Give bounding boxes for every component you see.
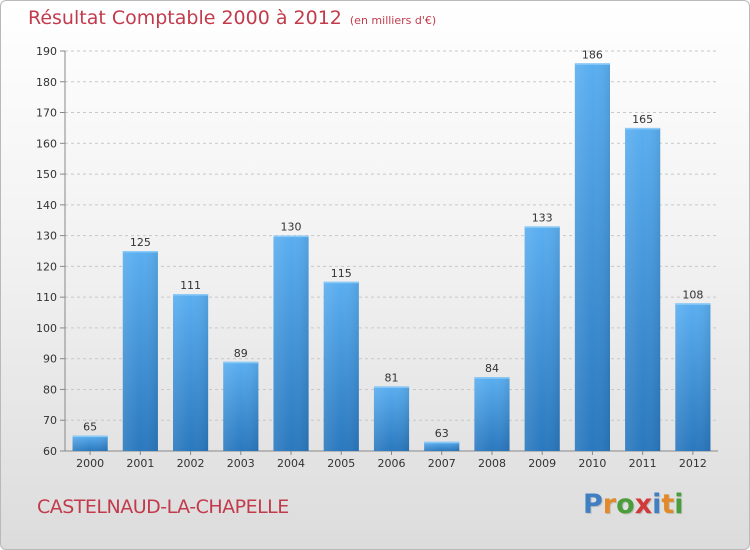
bar-2003 — [223, 361, 259, 451]
bar-top-edge — [223, 361, 259, 364]
data-label: 115 — [331, 267, 352, 280]
bar-shine — [323, 281, 359, 451]
data-label: 186 — [582, 48, 603, 61]
y-tick-label: 120 — [36, 260, 57, 273]
bar-2010 — [574, 63, 611, 452]
x-tick-label: 2000 — [76, 457, 104, 470]
data-label: 133 — [532, 211, 553, 224]
bar-2006 — [373, 386, 410, 451]
bar-top-edge — [273, 235, 309, 238]
bar-top-edge — [323, 281, 359, 284]
y-tick-label: 180 — [36, 76, 57, 89]
data-label: 65 — [83, 421, 97, 434]
chart-unit: (en milliers d'€) — [349, 14, 437, 27]
bar-shine — [273, 235, 309, 451]
bar-2007 — [424, 441, 460, 451]
x-tick-label: 2002 — [177, 457, 205, 470]
data-label: 125 — [130, 236, 151, 249]
y-tick-label: 190 — [36, 45, 57, 58]
data-label: 130 — [281, 221, 302, 234]
bar-shine — [424, 441, 460, 451]
title-block: Résultat Comptable 2000 à 2012 (en millie… — [28, 7, 436, 29]
data-label: 89 — [234, 347, 248, 360]
bar-top-edge — [373, 386, 410, 388]
data-label: 84 — [485, 362, 499, 375]
y-tick-label: 60 — [43, 445, 57, 458]
x-tick-label: 2006 — [378, 457, 406, 470]
bar-shine — [474, 377, 510, 451]
y-tick-label: 90 — [43, 353, 57, 366]
bar-top-edge — [524, 226, 560, 228]
bar-top-edge — [574, 63, 611, 65]
proxiti-logo: Proxiti — [583, 489, 684, 520]
y-tick-label: 140 — [36, 199, 57, 212]
bar-2005 — [323, 281, 359, 451]
y-tick-label: 110 — [36, 291, 57, 304]
bar-2012 — [675, 303, 711, 451]
bar-2011 — [625, 127, 661, 451]
bar-2002 — [172, 294, 209, 451]
y-tick-label: 150 — [36, 168, 57, 181]
bar-shine — [373, 386, 410, 451]
bar-shine — [72, 435, 108, 451]
y-tick-label: 160 — [36, 137, 57, 150]
x-tick-label: 2007 — [428, 457, 456, 470]
data-label: 165 — [632, 113, 653, 126]
bar-shine — [625, 127, 661, 451]
logo-letter: r — [602, 489, 617, 520]
bar-shine — [574, 63, 611, 452]
y-tick-label: 100 — [36, 322, 57, 335]
bars — [72, 63, 711, 452]
x-tick-label: 2010 — [578, 457, 606, 470]
y-tick-label: 170 — [36, 107, 57, 120]
axes: 60 70 80 90 100 110 120 130 140 150 160 170 180 190 — [36, 45, 718, 458]
y-tick-label: 70 — [43, 414, 57, 427]
bar-shine — [524, 226, 560, 451]
bar-top-edge — [424, 441, 460, 444]
bar-top-edge — [474, 377, 510, 379]
bar-2009 — [524, 226, 560, 451]
bar-2000 — [72, 435, 108, 451]
bar-2008 — [474, 377, 510, 451]
bar-shine — [675, 303, 711, 451]
commune-name: CASTELNAUD-LA-CHAPELLE — [37, 496, 289, 518]
logo-letter: t — [661, 489, 675, 520]
data-label: 63 — [435, 427, 449, 440]
x-tick-label: 2005 — [327, 457, 355, 470]
bar-top-edge — [675, 303, 711, 305]
bar-top-edge — [122, 251, 158, 253]
data-label: 108 — [682, 288, 703, 301]
bar-shine — [223, 361, 259, 451]
x-tick-label: 2009 — [528, 457, 556, 470]
y-tick-label: 80 — [43, 383, 57, 396]
x-tick-label: 2003 — [227, 457, 255, 470]
bar-top-edge — [172, 294, 209, 296]
bar-2004 — [273, 235, 309, 451]
bar-shine — [122, 251, 158, 451]
logo-letter: i — [674, 489, 684, 520]
bar-shine — [172, 294, 209, 451]
data-label: 81 — [385, 371, 399, 384]
y-tick-label: 130 — [36, 230, 57, 243]
chart-title: Résultat Comptable 2000 à 2012 — [28, 7, 342, 29]
bar-top-edge — [72, 435, 108, 438]
logo-letter: o — [616, 489, 635, 520]
bar-2001 — [122, 251, 158, 451]
logo-letter: i — [652, 489, 662, 520]
x-tick-label: 2011 — [629, 457, 657, 470]
bar-top-edge — [625, 127, 661, 130]
data-label: 111 — [180, 279, 201, 292]
x-tick-label: 2012 — [679, 457, 707, 470]
labels: 65 2000 125 2001 111 2002 89 2003 130 2004 115 2005… — [76, 48, 707, 470]
x-tick-label: 2001 — [126, 457, 154, 470]
logo-letter: P — [583, 489, 603, 520]
logo-letter: x — [634, 489, 653, 520]
x-tick-label: 2008 — [478, 457, 506, 470]
x-tick-label: 2004 — [277, 457, 305, 470]
